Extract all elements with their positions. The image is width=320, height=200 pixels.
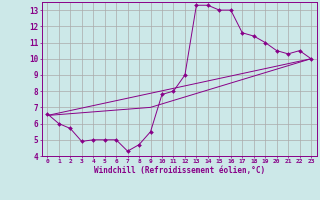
X-axis label: Windchill (Refroidissement éolien,°C): Windchill (Refroidissement éolien,°C): [94, 166, 265, 175]
